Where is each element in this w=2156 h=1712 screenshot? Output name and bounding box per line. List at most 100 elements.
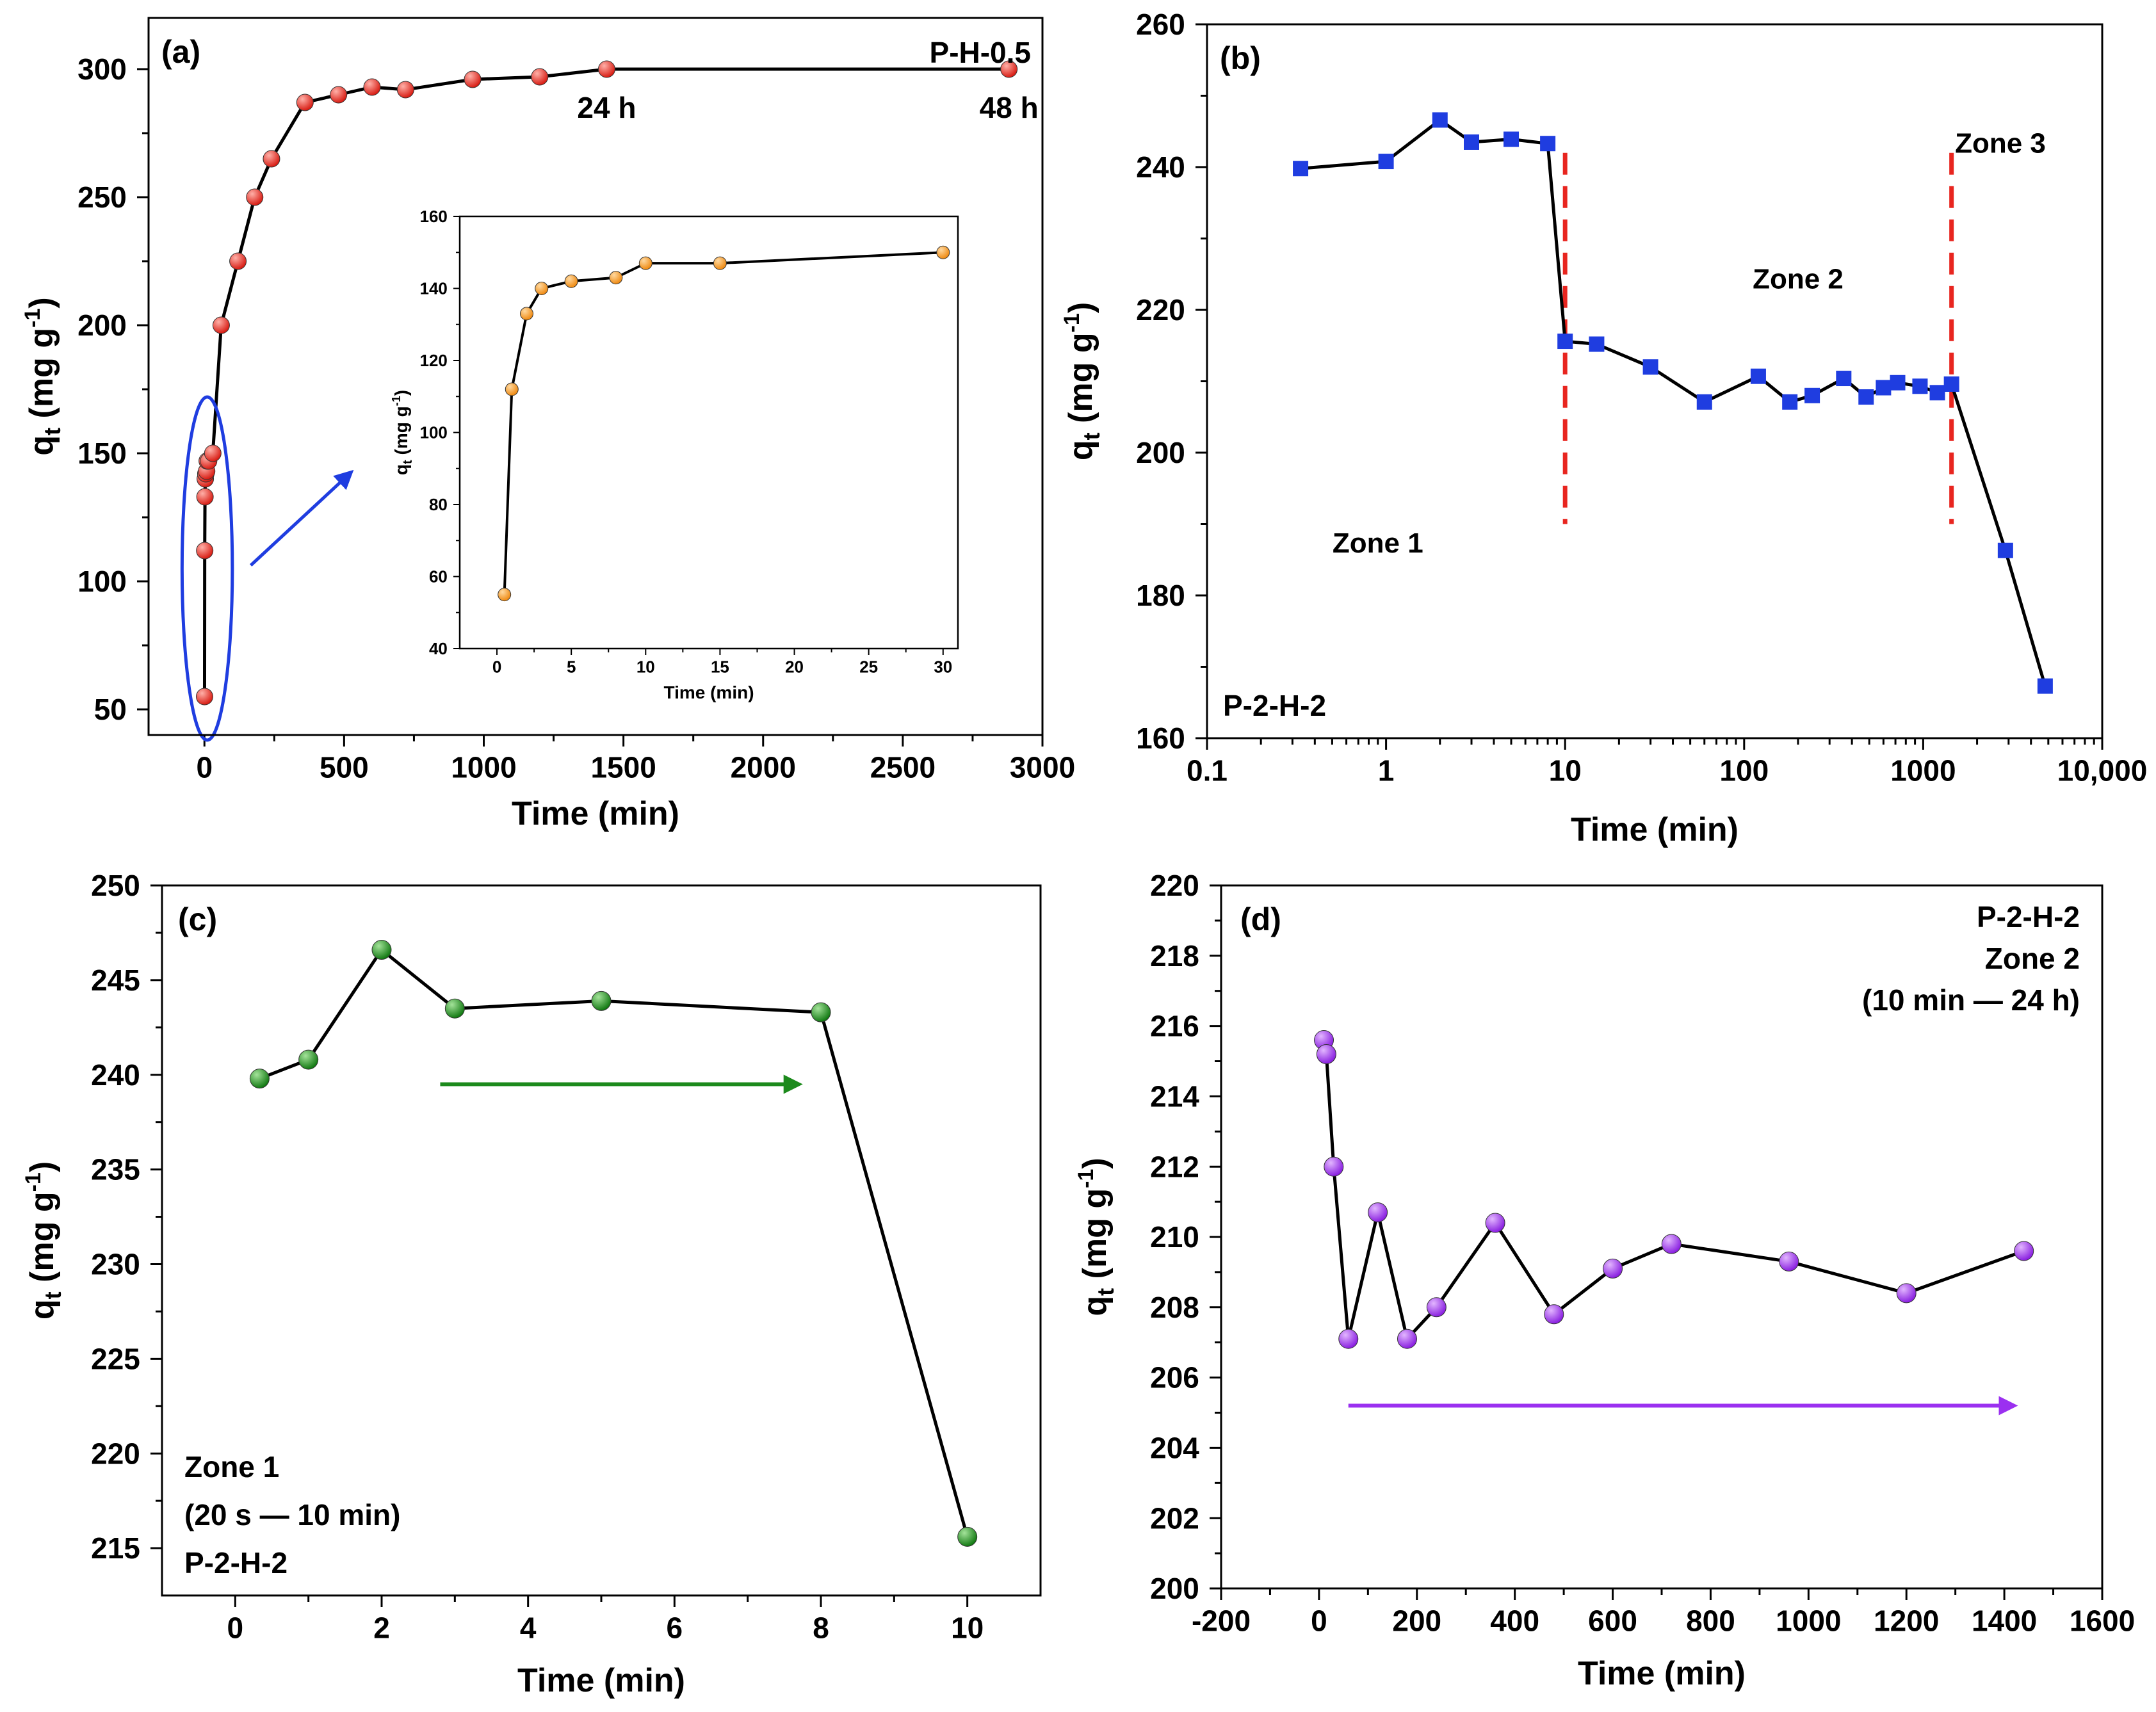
a-x-tick-label: 2000 — [731, 750, 796, 784]
panel-a-plot-frame — [147, 17, 1044, 736]
c-x-tick-label: 8 — [813, 1611, 829, 1644]
ylabel-exp: -1 — [1060, 313, 1084, 332]
d-data-point — [1426, 1297, 1447, 1318]
ylabel-sub: t — [39, 428, 65, 435]
ylabel-q: q — [24, 1299, 61, 1320]
in-data-point — [936, 245, 950, 259]
c-data-point — [249, 1069, 270, 1089]
panel-d-y-axis-title: qt (mg g-1) — [1074, 1158, 1119, 1316]
a-x-tick-label: 2500 — [870, 750, 936, 784]
b-data-point — [1464, 134, 1480, 150]
d-y-tick-label: 216 — [1150, 1010, 1199, 1043]
inset-y-axis-title: qt (mg g-1) — [390, 390, 415, 475]
ylabel-sub: t — [1092, 1288, 1119, 1296]
c-x-tick-label: 2 — [373, 1611, 390, 1644]
d-data-point — [1397, 1328, 1417, 1349]
panel-a-inset: 0 5 10 15 20 25 30 40 60 80 100 120 140 160 Time (min… — [383, 207, 977, 719]
a-y-tick-label: 250 — [77, 181, 127, 214]
ylabel-sub: t — [1078, 432, 1105, 440]
a-x-tick-label: 500 — [320, 750, 369, 784]
b-data-point — [1804, 387, 1820, 403]
d-x-tick-label: 400 — [1490, 1604, 1539, 1637]
panel-b-x-axis-title: Time (min) — [1571, 811, 1739, 848]
ylabel-close: ) — [1076, 1158, 1114, 1168]
b-x-tick-label: 10 — [1549, 754, 1582, 787]
panel-c-plot-frame — [161, 884, 1042, 1597]
in-y-tick-label: 160 — [420, 207, 448, 226]
a-y-tick-label: 50 — [94, 693, 127, 726]
panel-b-plot-frame — [1206, 23, 2103, 739]
panel-a-annotation-48h: 48 h — [980, 91, 1039, 124]
b-y-tick-label: 220 — [1136, 293, 1185, 327]
inset-ticks: 0 5 10 15 20 25 30 40 60 80 100 120 140 160 — [420, 207, 953, 676]
inset-ylabel-q: q — [391, 464, 411, 475]
c-y-tick-label: 250 — [91, 869, 140, 902]
a-data-point — [296, 93, 314, 111]
d-x-tick-label: 1600 — [2070, 1604, 2135, 1637]
d-x-tick-label: -200 — [1192, 1604, 1251, 1637]
inset-x-axis-title: Time (min) — [663, 682, 754, 702]
in-data-point — [713, 256, 727, 270]
d-x-tick-label: 600 — [1588, 1604, 1637, 1637]
in-data-point — [638, 256, 652, 270]
b-data-point — [1836, 371, 1852, 387]
b-data-point — [1378, 154, 1394, 170]
b-data-point — [1782, 394, 1798, 410]
panel-d-label: (d) — [1240, 901, 1281, 937]
in-x-tick-label: 15 — [711, 657, 729, 676]
inset-ylabel-sub: t — [401, 460, 415, 464]
in-y-tick-label: 40 — [429, 639, 448, 658]
ylabel-exp: -1 — [20, 309, 45, 328]
in-y-tick-label: 60 — [429, 567, 448, 586]
in-data-point — [609, 271, 623, 285]
a-y-tick-label: 100 — [77, 565, 127, 598]
b-y-tick-label: 180 — [1136, 579, 1185, 612]
c-x-tick-label: 4 — [520, 1611, 537, 1644]
a-data-point — [196, 542, 214, 560]
panel-b-label: (b) — [1220, 40, 1261, 76]
panel-d-ticks: -200 0 200 400 600 800 1000 1200 1400 1600 200 202 2… — [1150, 869, 2135, 1637]
b-data-point — [2037, 678, 2053, 694]
a-data-point — [204, 444, 222, 462]
panel-c-label: (c) — [178, 901, 217, 937]
c-series-polyline — [259, 948, 969, 1537]
c-x-tick-label: 6 — [667, 1611, 683, 1644]
ylabel-q: q — [1076, 1296, 1114, 1316]
a-data-point — [195, 688, 213, 706]
panel-d-points — [1314, 1030, 2034, 1349]
panel-a-ticks: 0 500 1000 1500 2000 2500 30005010015020025030… — [77, 52, 1075, 784]
c-data-point — [444, 998, 465, 1019]
panel-a-points — [195, 60, 1018, 706]
d-y-tick-label: 220 — [1150, 869, 1199, 902]
c-data-point — [957, 1526, 978, 1547]
ylabel-exp: -1 — [1074, 1169, 1098, 1188]
d-y-tick-label: 210 — [1150, 1220, 1199, 1254]
in-data-point — [498, 588, 512, 602]
panel-c-points — [249, 940, 978, 1547]
d-x-tick-label: 200 — [1392, 1604, 1441, 1637]
d-y-tick-label: 204 — [1150, 1432, 1199, 1465]
c-y-tick-label: 240 — [91, 1058, 140, 1092]
c-y-tick-label: 225 — [91, 1342, 140, 1375]
a-data-point — [229, 252, 247, 270]
d-data-point — [2014, 1241, 2034, 1261]
panel-b-y-axis-title: qt (mg g-1) — [1060, 302, 1105, 460]
panel-c-series-line — [259, 948, 969, 1537]
ylabel-sub: t — [40, 1291, 66, 1299]
c-x-tick-label: 10 — [951, 1611, 984, 1644]
panel-a-label: (a) — [161, 34, 200, 70]
d-y-tick-label: 202 — [1150, 1501, 1199, 1535]
panel-b-ticks: 0.1 1 10 100 1000 10,000 160 180 200 220 240 260 — [1136, 8, 2147, 787]
in-data-point — [520, 307, 534, 321]
panel-d-zone-range: (10 min — 24 h) — [1862, 983, 2080, 1017]
panel-c-x-axis-title: Time (min) — [517, 1662, 685, 1699]
panel-c-zone-range: (20 s — 10 min) — [184, 1498, 400, 1531]
b-data-point — [1943, 376, 1959, 392]
a-data-point — [212, 316, 230, 334]
a-data-point — [330, 86, 348, 104]
in-y-tick-label: 120 — [420, 351, 448, 370]
a-data-point — [246, 188, 264, 206]
inset-plot-frame — [458, 215, 959, 650]
b-x-tick-label: 1 — [1378, 754, 1395, 787]
